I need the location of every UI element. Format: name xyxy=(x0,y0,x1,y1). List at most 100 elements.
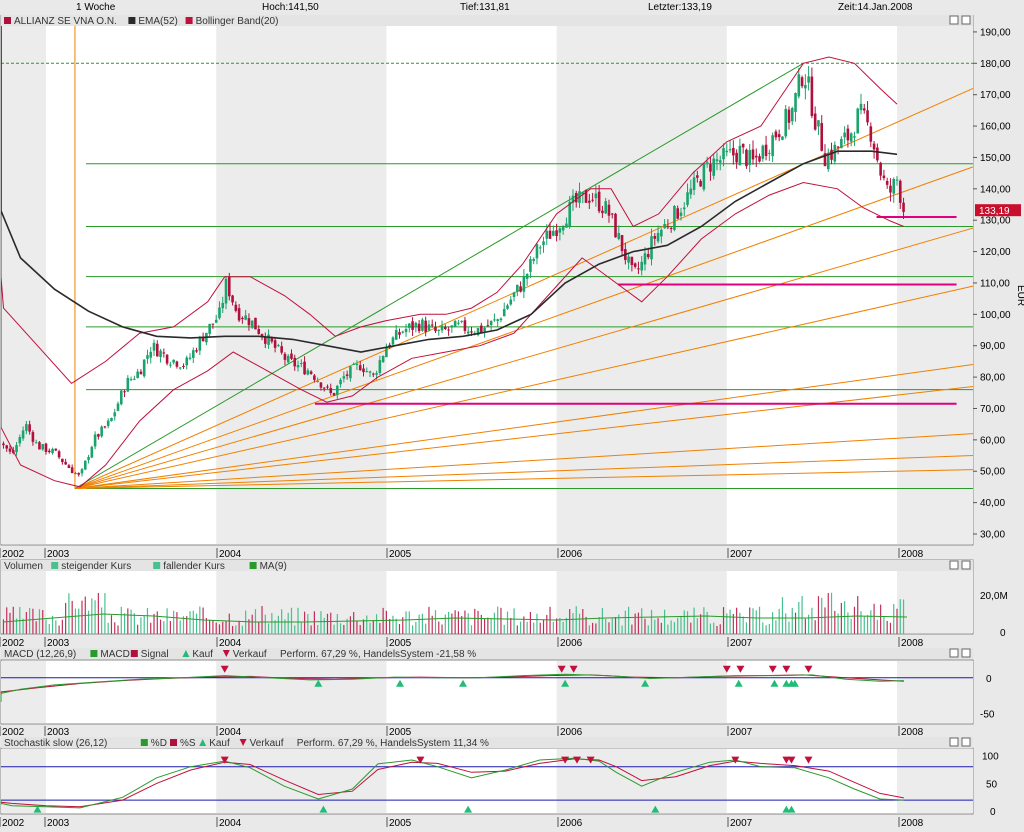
candle-body xyxy=(555,230,558,237)
y-tick-90: 90,00 xyxy=(980,341,1005,352)
volume-tick-20m: 20,0M xyxy=(980,591,1008,602)
legend-swatch xyxy=(249,562,257,569)
candle-body xyxy=(653,235,657,239)
last-price-tag: 133,19 xyxy=(979,206,1010,217)
candle-body xyxy=(355,363,359,365)
candle-body xyxy=(696,175,699,178)
macd-plot-area xyxy=(0,659,974,725)
candle-body xyxy=(352,363,355,365)
legend-swatch xyxy=(140,739,148,746)
candle-body xyxy=(447,329,450,331)
candle-body xyxy=(319,382,323,388)
candle-body xyxy=(270,337,274,342)
candle-body xyxy=(25,424,28,431)
y-tick-50: 50,00 xyxy=(980,467,1005,478)
candle-body xyxy=(686,192,689,205)
stoch-buy-marker xyxy=(33,805,42,813)
stoch-sell-marker xyxy=(804,756,813,764)
panel-restore-button[interactable] xyxy=(949,737,959,747)
panel-close-button[interactable] xyxy=(961,648,971,658)
candle-body xyxy=(329,388,333,393)
legend-label: Perform. 67,29 %, HandelsSystem 11,34 % xyxy=(297,738,489,749)
candle-body xyxy=(110,417,113,422)
candle-body xyxy=(316,381,319,383)
stock-chart: ALLIANZ SE VNA O.N. EMA(52) Bollinger Band… xyxy=(0,15,1024,829)
y-tick-110: 110,00 xyxy=(980,278,1010,289)
candle-body xyxy=(309,371,313,374)
candle-body xyxy=(8,448,12,452)
gann-fan-line xyxy=(74,455,974,489)
stoch-legend: Stochastik slow (26,12) %D %S Kauf Verkauf Pe… xyxy=(1,737,973,749)
candle-body xyxy=(643,253,647,265)
candle-body xyxy=(705,161,709,163)
candle-body xyxy=(820,123,824,151)
candle-body xyxy=(718,160,722,163)
candle-body xyxy=(61,458,64,463)
candle-body xyxy=(499,318,503,321)
candle-body xyxy=(303,361,306,375)
candle-body xyxy=(460,320,463,322)
candle-body xyxy=(486,325,490,327)
candle-body xyxy=(807,76,810,83)
panel-close-button[interactable] xyxy=(961,737,971,747)
year-label-2008: 2008 xyxy=(901,727,924,738)
candle-body xyxy=(584,190,588,203)
candle-body xyxy=(244,315,247,320)
year-label-2003: 2003 xyxy=(47,818,70,829)
candle-body xyxy=(106,420,110,426)
candle-body xyxy=(123,391,126,393)
volume-legend-bg xyxy=(1,560,973,571)
candle-body xyxy=(781,136,784,140)
year-band xyxy=(897,749,973,813)
legend-label: Signal xyxy=(141,649,169,660)
candle-body xyxy=(263,336,267,344)
candle-body xyxy=(28,424,31,432)
panel-close-button[interactable] xyxy=(961,560,971,570)
candle-body xyxy=(296,365,300,368)
candle-body xyxy=(453,320,457,328)
candle-body xyxy=(817,120,820,127)
stoch-buy-marker xyxy=(787,805,796,813)
y-tick-40: 40,00 xyxy=(980,498,1005,509)
macd-sell-marker xyxy=(782,665,791,673)
stoch-sell-marker xyxy=(561,756,570,764)
candle-body xyxy=(277,345,280,347)
candle-body xyxy=(725,150,729,153)
candle-body xyxy=(5,445,9,449)
candle-body xyxy=(800,77,804,87)
candle-body xyxy=(630,256,634,266)
candle-body xyxy=(568,201,571,227)
candle-body xyxy=(476,328,480,336)
candle-body xyxy=(777,134,781,138)
candle-body xyxy=(417,323,421,332)
candle-body xyxy=(565,223,568,228)
candle-body xyxy=(349,366,352,379)
panel-close-button[interactable] xyxy=(961,15,971,25)
candle-body xyxy=(221,302,225,309)
candle-body xyxy=(201,337,205,342)
candle-body xyxy=(41,444,45,450)
macd-buy-marker xyxy=(790,679,799,687)
candle-body xyxy=(525,274,529,279)
legend-label: MACD (12,26,9) xyxy=(4,649,76,660)
year-label-2006: 2006 xyxy=(560,549,583,560)
gann-fan-line xyxy=(74,285,974,489)
candle-body xyxy=(80,469,84,474)
macd-buy-marker xyxy=(770,679,779,687)
legend-swatch xyxy=(130,650,138,657)
candle-body xyxy=(869,126,873,142)
panel-restore-button[interactable] xyxy=(949,15,959,25)
panel-restore-button[interactable] xyxy=(949,560,959,570)
candle-body xyxy=(342,376,346,379)
candle-body xyxy=(21,430,25,439)
candle-body xyxy=(306,370,310,375)
candle-body xyxy=(826,153,830,170)
macd-sell-marker xyxy=(557,665,566,673)
candle-body xyxy=(195,350,198,352)
panel-restore-button[interactable] xyxy=(949,648,959,658)
candle-body xyxy=(116,403,120,411)
year-label-2008: 2008 xyxy=(901,638,924,649)
year-label-2002: 2002 xyxy=(2,818,25,829)
candle-body xyxy=(666,226,670,228)
candle-body xyxy=(689,188,693,195)
